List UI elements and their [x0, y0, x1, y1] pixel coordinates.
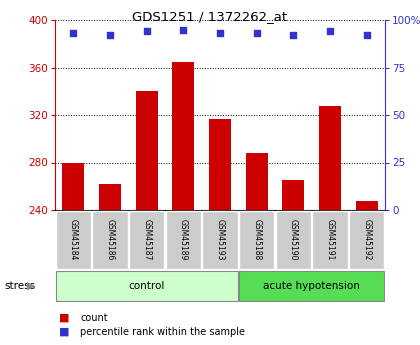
Bar — [356, 200, 378, 210]
Text: ■: ■ — [59, 313, 70, 323]
Text: GDS1251 / 1372262_at: GDS1251 / 1372262_at — [132, 10, 288, 23]
Text: ■: ■ — [59, 327, 70, 337]
Text: GSM45186: GSM45186 — [105, 219, 115, 261]
Bar — [99, 184, 121, 210]
Text: count: count — [80, 313, 108, 323]
Bar — [56, 270, 238, 302]
Text: ▶: ▶ — [27, 281, 36, 291]
Bar — [312, 210, 348, 269]
Bar — [129, 210, 164, 269]
Bar — [282, 180, 304, 210]
Point — [180, 27, 187, 32]
Text: acute hypotension: acute hypotension — [263, 281, 360, 291]
Point — [217, 31, 223, 36]
Point — [327, 29, 333, 34]
Point — [363, 32, 370, 38]
Text: GSM45190: GSM45190 — [289, 219, 298, 261]
Bar — [239, 270, 384, 302]
Point — [253, 31, 260, 36]
Text: GSM45184: GSM45184 — [69, 219, 78, 261]
Text: GSM45193: GSM45193 — [215, 219, 225, 261]
Bar — [166, 210, 201, 269]
Text: stress: stress — [4, 281, 35, 291]
Text: GSM45187: GSM45187 — [142, 219, 151, 261]
Bar — [239, 210, 274, 269]
Text: GSM45192: GSM45192 — [362, 219, 371, 261]
Bar — [62, 162, 84, 210]
Bar — [92, 210, 128, 269]
Bar — [319, 106, 341, 210]
Point — [70, 31, 77, 36]
Text: control: control — [129, 281, 165, 291]
Bar — [246, 153, 268, 210]
Bar — [56, 210, 91, 269]
Bar — [136, 91, 158, 210]
Text: GSM45191: GSM45191 — [326, 219, 334, 261]
Bar — [349, 210, 384, 269]
Text: GSM45188: GSM45188 — [252, 219, 261, 260]
Point — [107, 32, 113, 38]
Point — [143, 29, 150, 34]
Text: GSM45189: GSM45189 — [179, 219, 188, 261]
Text: percentile rank within the sample: percentile rank within the sample — [80, 327, 245, 337]
Bar — [209, 119, 231, 210]
Bar — [276, 210, 311, 269]
Bar — [172, 61, 194, 210]
Point — [290, 32, 297, 38]
Bar — [202, 210, 238, 269]
